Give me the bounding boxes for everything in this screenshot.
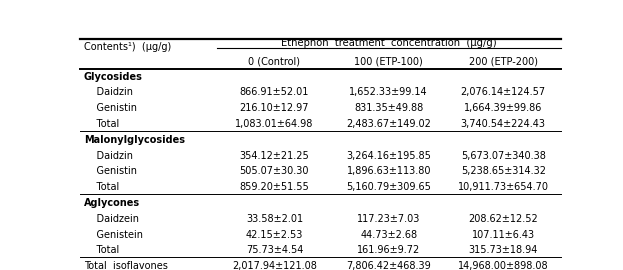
- Text: 3,264.16±195.85: 3,264.16±195.85: [346, 151, 431, 161]
- Text: 44.73±2.68: 44.73±2.68: [360, 230, 417, 239]
- Text: 354.12±21.25: 354.12±21.25: [239, 151, 309, 161]
- Text: Total: Total: [83, 119, 119, 129]
- Text: Malonylglycosides: Malonylglycosides: [83, 135, 184, 145]
- Text: 5,673.07±340.38: 5,673.07±340.38: [461, 151, 546, 161]
- Text: Total: Total: [83, 245, 119, 255]
- Text: Genistein: Genistein: [83, 230, 143, 239]
- Text: 2,017.94±121.08: 2,017.94±121.08: [232, 261, 317, 270]
- Text: 208.62±12.52: 208.62±12.52: [468, 214, 538, 224]
- Text: 42.15±2.53: 42.15±2.53: [245, 230, 303, 239]
- Text: Daidzein: Daidzein: [83, 214, 139, 224]
- Text: Aglycones: Aglycones: [83, 198, 140, 208]
- Text: 14,968.00±898.08: 14,968.00±898.08: [458, 261, 549, 270]
- Text: 0 (Control): 0 (Control): [249, 56, 300, 66]
- Text: 2,483.67±149.02: 2,483.67±149.02: [346, 119, 431, 129]
- Text: 200 (ETP-200): 200 (ETP-200): [468, 56, 538, 66]
- Text: Genistin: Genistin: [83, 103, 136, 113]
- Text: 10,911.73±654.70: 10,911.73±654.70: [458, 182, 549, 192]
- Text: 831.35±49.88: 831.35±49.88: [354, 103, 424, 113]
- Text: Genistin: Genistin: [83, 166, 136, 176]
- Text: 866.91±52.01: 866.91±52.01: [240, 87, 309, 97]
- Text: Contents¹)  (μg/g): Contents¹) (μg/g): [83, 42, 171, 52]
- Text: 1,664.39±99.86: 1,664.39±99.86: [464, 103, 543, 113]
- Text: Glycosides: Glycosides: [83, 72, 143, 82]
- Text: 161.96±9.72: 161.96±9.72: [357, 245, 421, 255]
- Text: 5,238.65±314.32: 5,238.65±314.32: [461, 166, 546, 176]
- Text: 107.11±6.43: 107.11±6.43: [472, 230, 535, 239]
- Text: 5,160.79±309.65: 5,160.79±309.65: [346, 182, 431, 192]
- Text: 1,083.01±64.98: 1,083.01±64.98: [235, 119, 313, 129]
- Text: 3,740.54±224.43: 3,740.54±224.43: [461, 119, 546, 129]
- Text: 33.58±2.01: 33.58±2.01: [246, 214, 303, 224]
- Text: 7,806.42±468.39: 7,806.42±468.39: [346, 261, 431, 270]
- Text: Total  isoflavones: Total isoflavones: [83, 261, 168, 270]
- Text: 75.73±4.54: 75.73±4.54: [245, 245, 303, 255]
- Text: 117.23±7.03: 117.23±7.03: [357, 214, 421, 224]
- Text: 100 (ETP-100): 100 (ETP-100): [354, 56, 423, 66]
- Text: 505.07±30.30: 505.07±30.30: [240, 166, 309, 176]
- Text: 859.20±51.55: 859.20±51.55: [239, 182, 309, 192]
- Text: 216.10±12.97: 216.10±12.97: [240, 103, 309, 113]
- Text: 315.73±18.94: 315.73±18.94: [468, 245, 538, 255]
- Text: Ethephon  treatment  concentration  (μg/g): Ethephon treatment concentration (μg/g): [281, 38, 497, 48]
- Text: Total: Total: [83, 182, 119, 192]
- Text: 1,652.33±99.14: 1,652.33±99.14: [350, 87, 428, 97]
- Text: 1,896.63±113.80: 1,896.63±113.80: [346, 166, 431, 176]
- Text: Daidzin: Daidzin: [83, 87, 133, 97]
- Text: Daidzin: Daidzin: [83, 151, 133, 161]
- Text: 2,076.14±124.57: 2,076.14±124.57: [461, 87, 546, 97]
